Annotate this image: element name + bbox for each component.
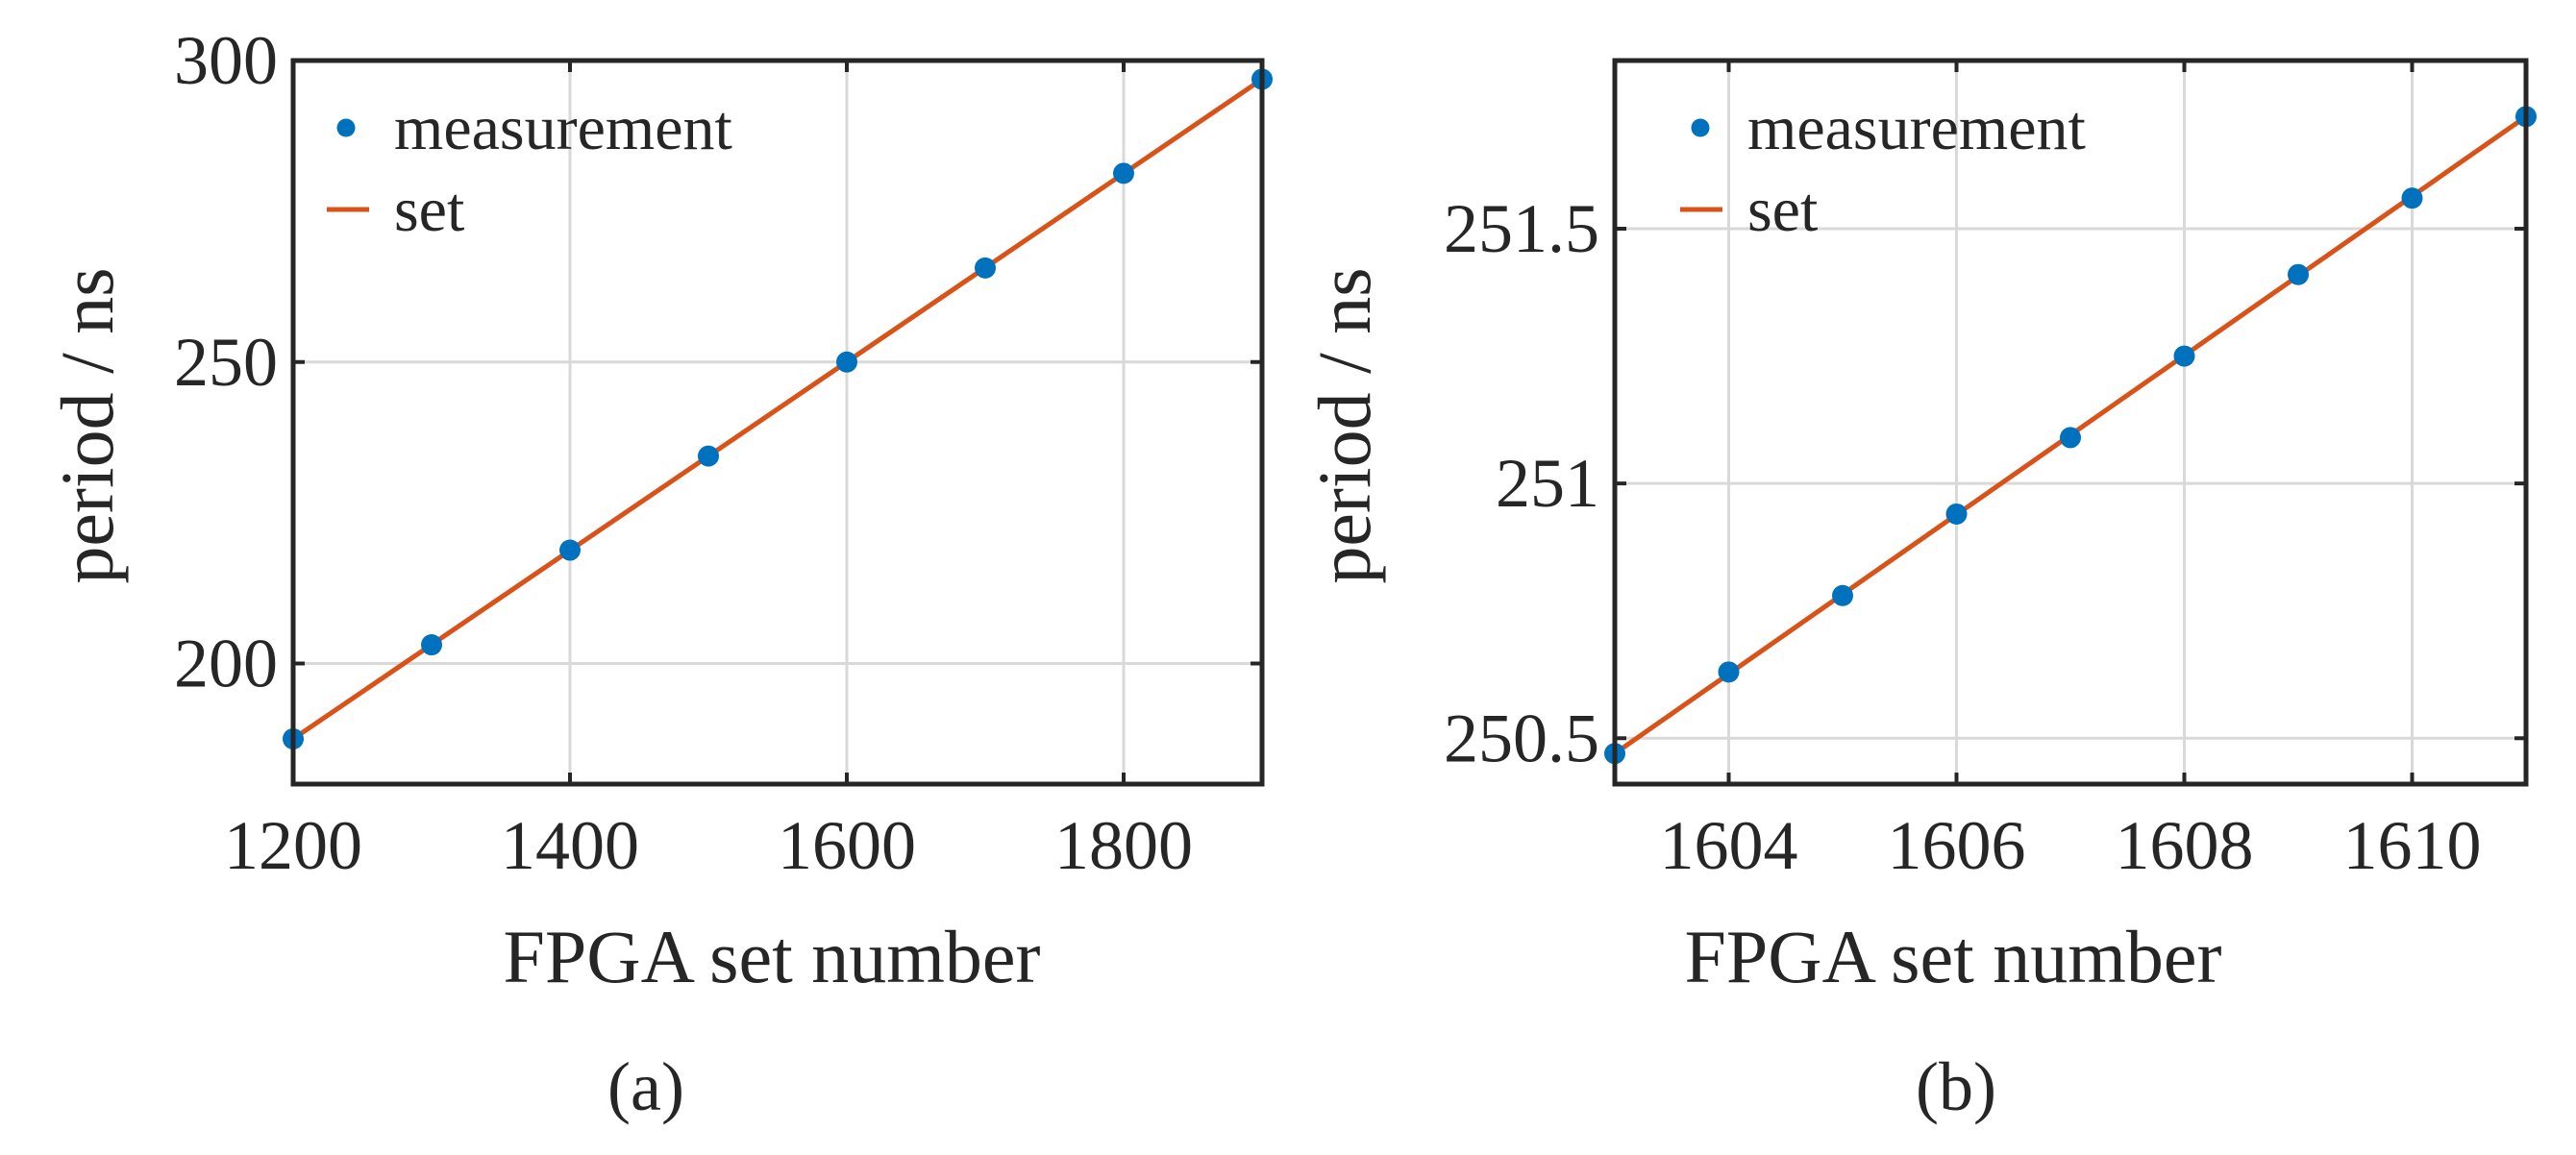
panel-b-y-tick-label: 251 xyxy=(1496,445,1599,522)
panel-a-measurement-point xyxy=(836,351,857,373)
panel-a-y-tick-label: 250 xyxy=(174,324,278,401)
panel-a-legend: measurement set xyxy=(327,93,732,245)
panel-a-measurement-point xyxy=(559,539,581,561)
panel-a-measurement-series xyxy=(283,68,1273,750)
panel-b-measurement-point xyxy=(2401,187,2423,209)
panel-b-axes-frame xyxy=(1612,58,2529,787)
panel-a-legend-measurement-marker xyxy=(336,118,356,137)
panel-a-x-tick-label: 1400 xyxy=(501,807,639,884)
panel-a-axes-frame xyxy=(290,58,1265,787)
panel-a-x-tick-label: 1600 xyxy=(778,807,916,884)
panel-a-chart: 1200 1400 1600 1800 200 250 300 FPGA set numbe… xyxy=(45,22,1273,1125)
panel-b-ticks xyxy=(1615,61,2526,784)
panel-a-x-tick-label: 1200 xyxy=(224,807,362,884)
panel-a-y-axis-label: period / ns xyxy=(45,267,129,583)
panel-b-measurement-point xyxy=(2288,263,2309,285)
panel-a-set-series xyxy=(291,77,1264,742)
panel-b-measurement-point xyxy=(1945,503,1968,525)
panel-b-measurement-point xyxy=(1832,584,1853,606)
panel-b-x-tick-label: 1604 xyxy=(1660,807,1798,884)
panel-b-legend: measurement set xyxy=(1680,93,2086,245)
panel-b-legend-measurement-label: measurement xyxy=(1747,93,2086,163)
panel-a-x-axis-label: FPGA set number xyxy=(503,915,1040,998)
panel-b-tick-labels: 1604 1606 1608 1610 250.5 251 251.5 xyxy=(1444,190,2482,884)
panel-a-y-tick-label: 300 xyxy=(174,22,278,99)
panel-a-measurement-point xyxy=(698,445,719,467)
panel-b-measurement-series xyxy=(1604,106,2537,765)
panel-b-x-axis-label: FPGA set number xyxy=(1684,915,2221,998)
panel-b-measurement-point xyxy=(2060,427,2081,449)
panel-a-y-tick-label: 200 xyxy=(174,626,278,702)
panel-b-caption: (b) xyxy=(1916,1048,1996,1125)
panel-a-legend-measurement-label: measurement xyxy=(394,93,732,163)
panel-b-x-tick-label: 1606 xyxy=(1888,807,2026,884)
panel-a-measurement-point xyxy=(421,634,442,656)
panel-b-chart: 1604 1606 1608 1610 250.5 251 251.5 FPGA set n… xyxy=(1302,58,2537,1125)
panel-b-legend-set-label: set xyxy=(1747,175,1818,245)
panel-b-grid xyxy=(1615,61,2526,784)
panel-b-measurement-point xyxy=(1718,661,1740,683)
panel-a-caption: (a) xyxy=(607,1048,684,1125)
panel-b-legend-measurement-marker xyxy=(1691,118,1710,137)
panel-b-x-tick-label: 1608 xyxy=(2116,807,2254,884)
panel-a-measurement-point xyxy=(1113,162,1134,184)
panel-a-measurement-point xyxy=(975,257,996,279)
panel-a-tick-labels: 1200 1400 1600 1800 200 250 300 xyxy=(174,22,1193,884)
panel-b-y-axis-label: period / ns xyxy=(1302,267,1386,583)
panel-b-x-tick-label: 1610 xyxy=(2343,807,2482,884)
panel-a-legend-set-label: set xyxy=(394,175,464,245)
panel-a-set-line xyxy=(291,77,1264,742)
panel-b-y-tick-label: 251.5 xyxy=(1444,190,1599,267)
panel-a-x-tick-label: 1800 xyxy=(1054,807,1193,884)
panel-b-measurement-point xyxy=(2173,345,2195,367)
panel-b-y-tick-label: 250.5 xyxy=(1444,700,1599,776)
